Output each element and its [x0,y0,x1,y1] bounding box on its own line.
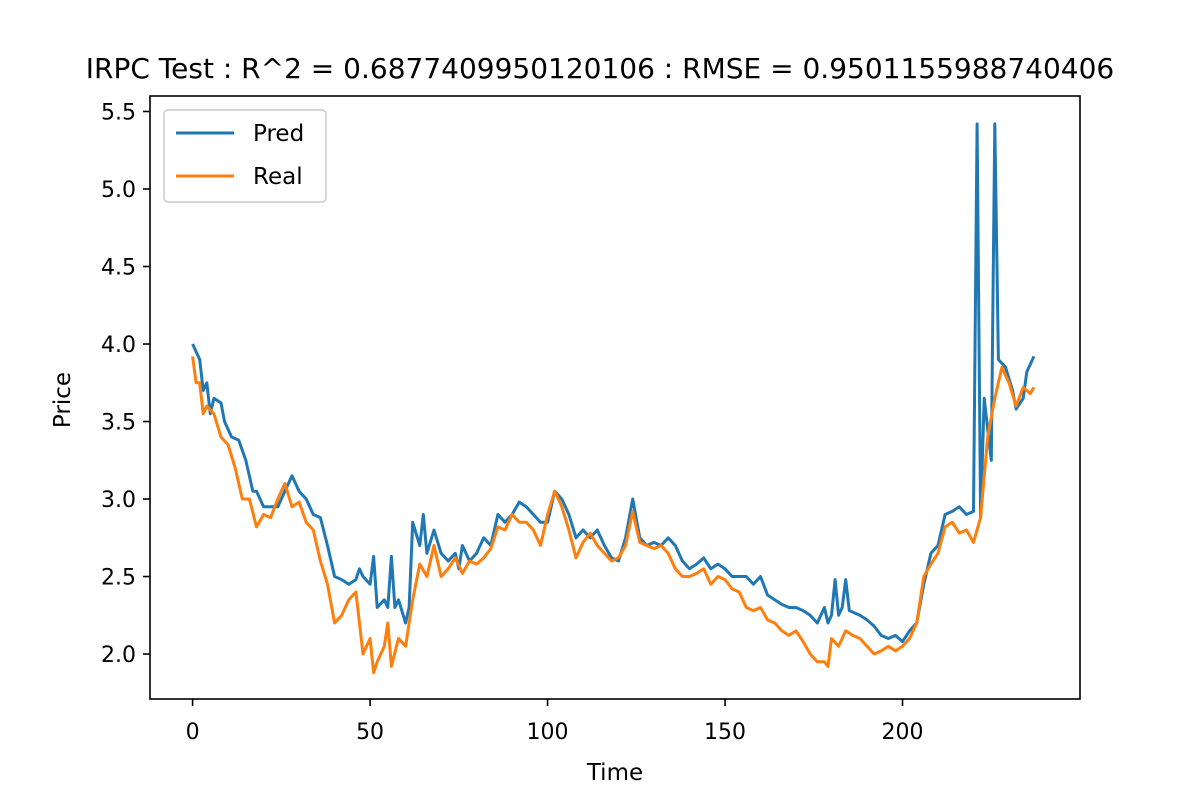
plot-lines [191,122,1036,675]
chart-title: IRPC Test : R^2 = 0.6877409950120106 : R… [86,52,1114,85]
y-tick-label: 5.0 [101,178,136,203]
y-axis-ticks: 2.0 2.5 3.0 3.5 4.0 4.5 5.0 5.5 [101,101,150,668]
y-tick-label: 2.5 [101,566,136,591]
series-line-real [191,356,1036,675]
x-tick-label: 100 [527,720,569,745]
legend-label-real: Real [253,164,303,190]
y-tick-label: 3.0 [101,488,136,513]
y-axis-label: Price [50,372,76,428]
x-tick-label: 50 [356,720,384,745]
y-tick-label: 4.0 [101,333,136,358]
y-tick-label: 4.5 [101,256,136,281]
legend: Pred Real [163,109,327,203]
plot-frame [149,95,1081,700]
legend-label-pred: Pred [253,121,304,147]
y-tick-label: 5.5 [101,101,136,126]
y-tick-label: 2.0 [101,643,136,668]
x-tick-label: 200 [882,720,924,745]
x-axis-ticks: 0 50 100 150 200 [186,699,924,745]
series-line-pred [191,122,1036,644]
x-tick-label: 150 [704,720,746,745]
x-tick-label: 0 [186,720,200,745]
x-axis-label: Time [586,760,643,786]
y-tick-label: 3.5 [101,411,136,436]
